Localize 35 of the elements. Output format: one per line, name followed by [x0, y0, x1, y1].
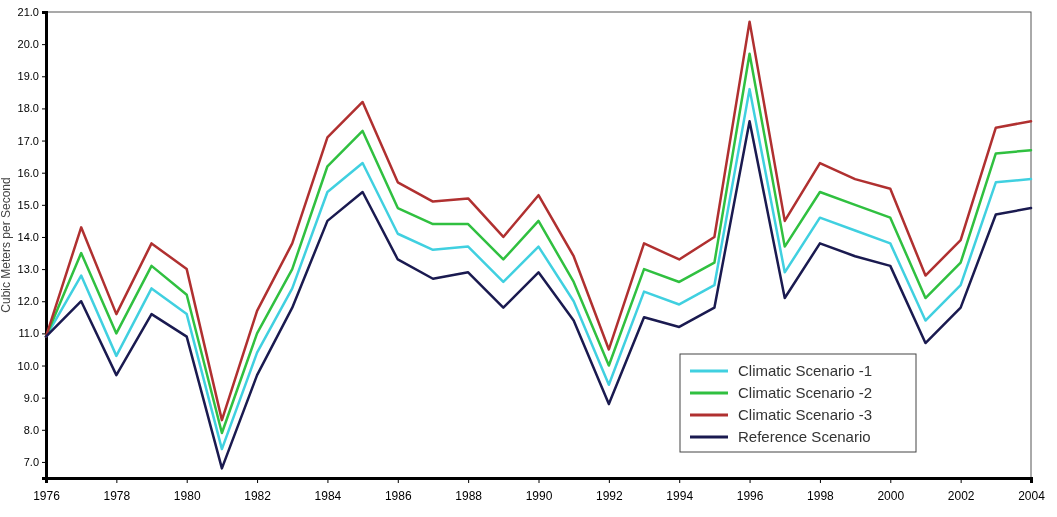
x-tick-label: 1980	[173, 489, 201, 504]
x-tick-label: 1994	[666, 489, 694, 504]
x-tick-label: 1984	[314, 489, 342, 504]
y-tick-label: 20.0	[17, 38, 39, 51]
y-axis-title: Cubic Meters per Second	[0, 177, 13, 313]
legend-label: Climatic Scenario -2	[738, 384, 873, 401]
x-tick-label: 1986	[384, 489, 412, 504]
y-tick-label: 8.0	[23, 423, 39, 436]
y-tick-label: 11.0	[18, 327, 39, 340]
legend-label: Climatic Scenario -1	[738, 362, 873, 379]
x-tick-label: 1998	[807, 489, 835, 504]
x-tick-label: 1990	[525, 489, 553, 504]
x-tick-label: 2004	[1018, 489, 1046, 504]
y-tick-label: 14.0	[17, 230, 39, 243]
y-tick-label: 15.0	[17, 198, 39, 211]
y-tick-label: 17.0	[17, 134, 39, 147]
x-tick-label: 1996	[736, 489, 764, 504]
x-tick-label: 1978	[103, 489, 131, 504]
y-tick-label: 13.0	[17, 263, 39, 276]
y-tick-label: 18.0	[17, 102, 39, 115]
legend-label: Climatic Scenario -3	[738, 406, 873, 423]
y-tick-label: 21.0	[17, 6, 39, 19]
y-tick-label: 10.0	[17, 359, 39, 372]
x-tick-label: 1982	[244, 489, 272, 504]
y-tick-label: 12.0	[17, 295, 39, 308]
y-tick-label: 19.0	[17, 70, 39, 83]
legend-label: Reference Scenario	[738, 428, 871, 445]
x-tick-label: 1976	[33, 489, 61, 504]
x-tick-label: 2002	[947, 489, 975, 504]
y-tick-label: 7.0	[23, 455, 39, 468]
y-tick-label: 9.0	[23, 391, 39, 404]
y-tick-label: 16.0	[17, 166, 39, 179]
x-tick-label: 2000	[877, 489, 905, 504]
x-tick-label: 1992	[596, 489, 624, 504]
x-tick-label: 1988	[455, 489, 483, 504]
